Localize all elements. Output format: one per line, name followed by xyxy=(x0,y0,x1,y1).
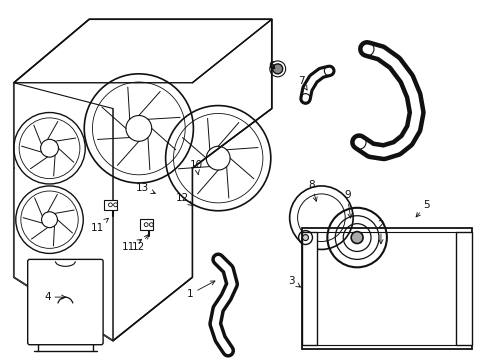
Text: 3: 3 xyxy=(288,276,300,287)
Text: 6: 6 xyxy=(269,61,275,71)
Text: 4: 4 xyxy=(44,292,66,302)
Text: 5: 5 xyxy=(416,200,430,217)
Circle shape xyxy=(302,235,309,240)
Text: 13: 13 xyxy=(136,183,155,194)
Text: 9: 9 xyxy=(344,190,352,218)
Text: 2: 2 xyxy=(378,220,384,244)
Text: 10: 10 xyxy=(190,160,203,175)
Bar xyxy=(140,220,152,230)
Text: 11: 11 xyxy=(91,218,108,233)
Circle shape xyxy=(273,64,283,74)
Bar xyxy=(456,231,472,345)
Text: 8: 8 xyxy=(308,180,317,201)
Text: 7: 7 xyxy=(298,76,307,90)
Text: 1: 1 xyxy=(187,281,215,299)
Bar xyxy=(301,228,472,349)
Text: 11: 11 xyxy=(122,239,142,252)
FancyBboxPatch shape xyxy=(28,260,103,345)
Circle shape xyxy=(351,231,363,243)
Text: 12: 12 xyxy=(132,235,148,252)
Text: 12: 12 xyxy=(176,193,193,206)
Bar xyxy=(301,231,318,345)
Bar xyxy=(104,200,117,210)
